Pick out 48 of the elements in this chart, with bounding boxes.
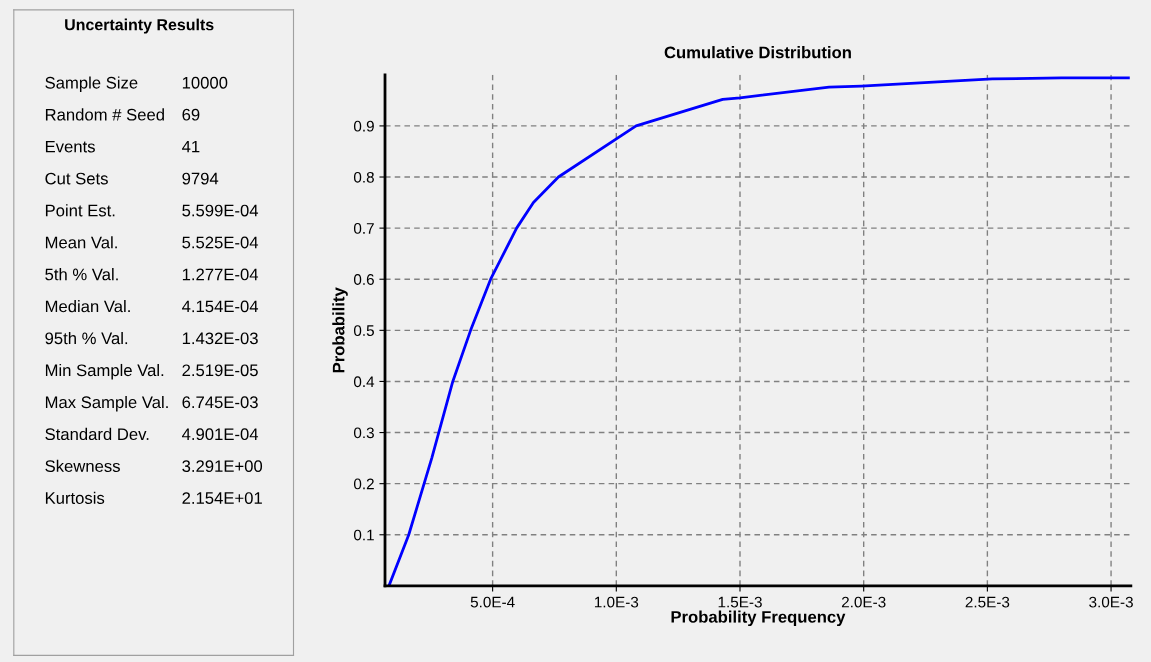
text: Standard Dev.	[45, 427, 149, 441]
y-tick-label: 0.2	[353, 478, 374, 490]
y-tick-label: 0.1	[353, 529, 374, 541]
chart-title: Cumulative Distribution	[664, 46, 851, 59]
text: Median Val.	[45, 300, 130, 313]
x-tick-label: 2.5E-3	[965, 596, 1010, 608]
x-axis-title: Probability Frequency	[671, 610, 846, 627]
text: 1.277E-04	[182, 268, 259, 281]
y-tick-label: 0.3	[353, 427, 374, 439]
y-tick-label: 0.6	[353, 274, 374, 285]
text: Sample Size	[45, 76, 138, 92]
text: Uncertainty Results	[65, 18, 214, 34]
text: Cut Sets	[45, 172, 108, 185]
text: 95th % Val.	[45, 331, 128, 345]
y-tick-label: 0.9	[353, 120, 374, 132]
text: 2.154E+01	[182, 492, 262, 504]
text: 69	[182, 108, 200, 121]
text: 5.525E-04	[182, 236, 259, 249]
text: Point Est.	[45, 204, 115, 217]
x-tick-label: 1.5E-3	[718, 596, 762, 608]
text: 5th % Val.	[45, 268, 118, 281]
text: Mean Val.	[45, 236, 117, 249]
x-tick-label: 3.0E-3	[1089, 596, 1133, 608]
text: Kurtosis	[45, 491, 105, 504]
text: 9794	[182, 172, 219, 185]
text: 10000	[182, 76, 228, 89]
text: 41	[182, 140, 200, 153]
y-tick-label: 0.8	[353, 171, 374, 183]
y-tick-label: 0.5	[353, 325, 374, 337]
y-tick-label: 0.4	[353, 376, 375, 388]
text: 2.519E-05	[182, 364, 258, 377]
x-tick-label: 2.0E-3	[841, 596, 886, 608]
text: 4.154E-04	[182, 300, 259, 313]
text: 3.291E+00	[182, 460, 263, 473]
text: Random # Seed	[45, 108, 164, 121]
text: 1.432E-03	[182, 332, 258, 345]
y-axis-title: Probability	[332, 287, 348, 373]
x-tick-label: 5.0E-4	[470, 596, 515, 608]
x-tick-label: 1.0E-3	[594, 596, 639, 608]
text: Min Sample Val.	[45, 363, 164, 380]
text: 5.599E-04	[182, 204, 259, 217]
text: 6.745E-03	[182, 396, 258, 409]
line-series	[387, 76, 1130, 586]
text: Skewness	[45, 459, 120, 473]
text: Max Sample Val.	[45, 395, 168, 412]
y-tick-label: 0.7	[353, 222, 374, 234]
text: Events	[45, 140, 95, 153]
text: 4.901E-04	[182, 428, 259, 441]
